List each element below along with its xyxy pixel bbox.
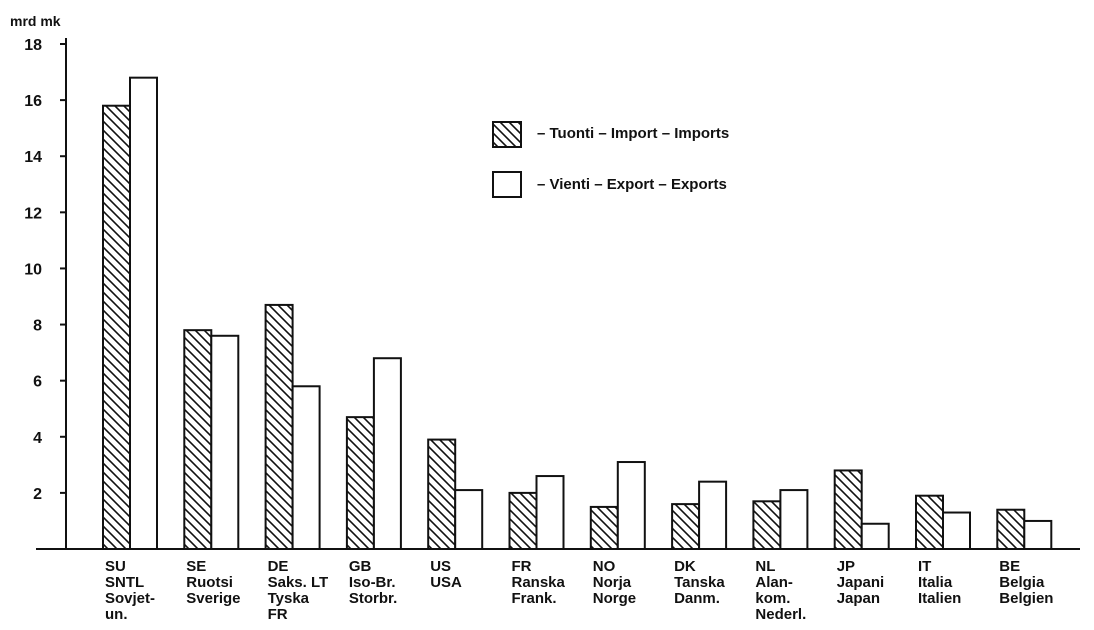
category-label-us: US USA [430,558,462,591]
export-bar-nl [779,489,809,551]
category-label-line: Tanska [674,574,725,591]
category-label-de: DE Saks. LT Tyska FR [268,558,329,623]
export-bar-su [129,76,158,551]
category-label-line: NL [755,558,775,575]
import-bar-jp [833,469,863,551]
category-labels: SU SNTL Sovjet-un. SE Ruotsi Sverige DE Saks. L… [105,558,1053,623]
category-label-line: kom. [755,590,790,607]
category-label-line: Italia [918,574,953,591]
category-label-line: Nederl. [755,606,806,623]
y-tick-label: 12 [24,205,42,222]
category-label-line: IT [918,558,931,575]
y-tick-label: 8 [33,318,42,335]
category-label-line: Belgien [999,590,1053,607]
category-label-line: Norja [593,574,632,591]
import-bar-de [264,303,294,550]
legend: – Tuonti – Import – Imports – Vienti – E… [492,121,729,198]
y-tick-label: 18 [24,37,42,54]
category-label-line: SE [186,558,206,575]
export-bar-no [616,461,646,550]
import-bar-se [183,329,213,550]
category-label-line: Frank. [512,590,557,607]
category-label-line: un. [105,606,128,623]
category-label-line: Alan- [755,574,793,591]
category-label-line: Japani [837,574,885,591]
legend-label-exports: – Vienti – Export – Exports [537,176,727,193]
legend-swatch-exports [492,171,522,198]
import-bar-su [102,104,131,550]
import-bar-us [427,438,457,551]
category-label-line: Danm. [674,590,720,607]
category-label-line: Ranska [512,574,566,591]
export-bar-fr [535,475,565,550]
category-label-line: Iso-Br. [349,574,396,591]
category-label-line: FR [512,558,532,575]
bars-group [102,76,1053,551]
y-tick-label: 16 [24,93,42,110]
category-label-be: BE Belgia Belgien [999,558,1053,607]
category-label-line: JP [837,558,855,575]
y-axis: 2 4 6 8 10 12 14 16 18 [24,37,67,549]
category-label-no: NO Norja Norge [593,558,636,607]
export-bar-dk [698,480,728,550]
y-tick-label: 4 [33,430,42,447]
import-bar-nl [752,500,782,550]
category-label-line: Norge [593,590,636,607]
category-label-line: Storbr. [349,590,397,607]
y-tick-label: 14 [24,149,42,166]
export-bar-us [454,489,484,551]
category-label-line: FR [268,606,288,623]
export-bar-be [1023,519,1053,551]
category-label-line: Ruotsi [186,574,233,591]
import-bar-gb [345,416,375,550]
import-bar-it [915,494,944,551]
import-bar-fr [508,491,538,550]
category-label-line: Japan [837,590,880,607]
export-bar-it [942,511,971,550]
y-tick-label: 6 [33,374,42,391]
y-tick-label: 2 [33,486,42,503]
category-label-line: SNTL [105,574,144,591]
category-label-dk: DK Tanska Danm. [674,558,725,607]
category-label-gb: GB Iso-Br. Storbr. [349,558,397,607]
category-label-line: Sverige [186,590,240,607]
export-bar-gb [372,357,402,550]
category-label-se: SE Ruotsi Sverige [186,558,240,607]
y-axis-unit-label: mrd mk [10,13,61,29]
import-bar-no [589,505,619,550]
category-label-line: GB [349,558,372,575]
category-label-line: USA [430,574,462,591]
category-label-line: Tyska [268,590,310,607]
import-bar-be [996,508,1026,551]
category-label-jp: JP Japani Japan [837,558,885,607]
category-label-nl: NL Alan-kom. Nederl. [755,558,806,623]
category-label-line: Belgia [999,574,1045,591]
category-label-line: DE [268,558,289,575]
category-label-line: Sovjet- [105,590,155,607]
category-label-line: NO [593,558,616,575]
category-label-line: Saks. LT [268,574,329,591]
legend-label-imports: – Tuonti – Import – Imports [537,125,729,142]
category-label-line: DK [674,558,696,575]
export-bar-se [210,334,240,550]
export-bar-jp [860,522,890,550]
category-label-line: BE [999,558,1020,575]
category-label-line: SU [105,558,126,575]
category-label-line: Italien [918,590,961,607]
category-label-fr: FR Ranska Frank. [512,558,566,607]
category-label-line: US [430,558,451,575]
export-bar-de [291,385,321,550]
y-tick-label: 10 [24,261,42,278]
import-bar-dk [671,503,701,551]
legend-swatch-imports [492,121,522,148]
category-label-su: SU SNTL Sovjet-un. [105,558,155,623]
category-label-it: IT Italia Italien [918,558,961,607]
